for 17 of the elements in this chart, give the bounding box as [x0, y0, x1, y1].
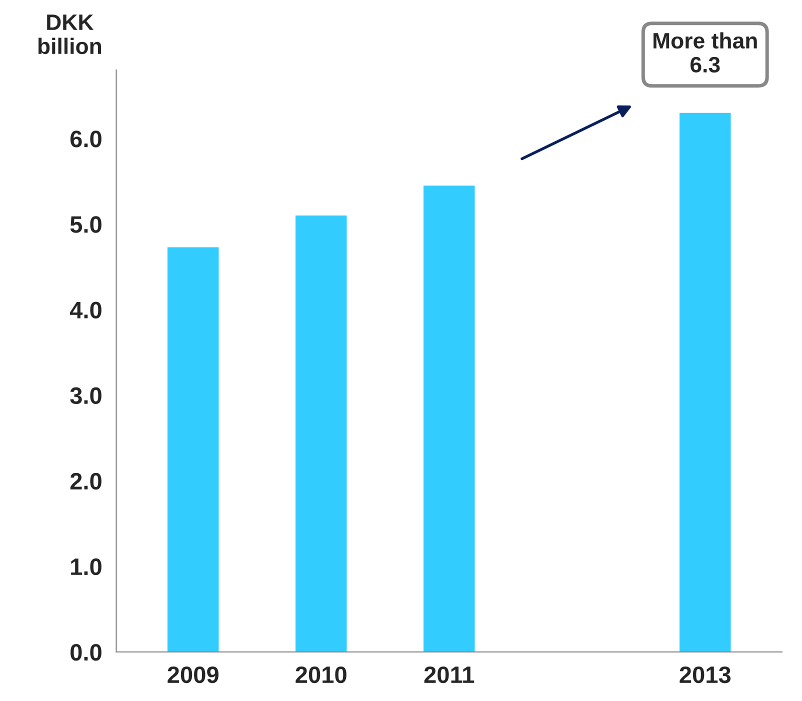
y-tick-label: 6.0	[70, 130, 102, 148]
y-tick-label: 5.0	[70, 216, 102, 233]
y-tick-label: 3.0	[70, 387, 102, 404]
x-tick-label: 2010	[296, 666, 346, 684]
bar	[680, 112, 731, 652]
y-tick-label: 2.0	[70, 472, 102, 490]
bar	[296, 216, 347, 652]
y-tick-label: 1.0	[71, 558, 102, 576]
x-tick-label: 2013	[680, 666, 731, 684]
y-tick-label: 4.0	[70, 302, 102, 318]
annotation: More than 6.3	[654, 32, 757, 73]
x-tick-label: 2009	[168, 666, 218, 684]
y-axis-title: DKK billion	[38, 14, 102, 54]
bar	[167, 247, 219, 652]
y-tick-label: 0.0	[70, 644, 102, 661]
bar	[424, 186, 475, 652]
x-tick-label: 2011	[424, 666, 474, 684]
